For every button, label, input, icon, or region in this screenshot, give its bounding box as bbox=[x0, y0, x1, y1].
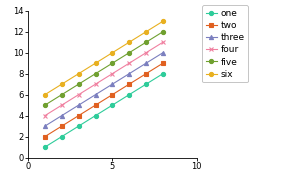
one bbox=[77, 125, 80, 127]
three bbox=[144, 62, 148, 64]
two bbox=[43, 136, 47, 138]
one bbox=[144, 83, 148, 85]
five bbox=[94, 72, 97, 75]
Line: four: four bbox=[43, 40, 165, 118]
three bbox=[77, 104, 80, 106]
six bbox=[128, 41, 131, 43]
six bbox=[161, 20, 165, 22]
two bbox=[60, 125, 64, 127]
five bbox=[111, 62, 114, 64]
two bbox=[128, 83, 131, 85]
six bbox=[144, 31, 148, 33]
six bbox=[60, 83, 64, 85]
two bbox=[144, 72, 148, 75]
Legend: one, two, three, four, five, six: one, two, three, four, five, six bbox=[202, 5, 248, 82]
five bbox=[161, 31, 165, 33]
three bbox=[128, 72, 131, 75]
Line: six: six bbox=[43, 19, 165, 97]
one bbox=[60, 136, 64, 138]
Line: five: five bbox=[43, 30, 165, 107]
four bbox=[60, 104, 64, 106]
six bbox=[43, 94, 47, 96]
two bbox=[94, 104, 97, 106]
Line: two: two bbox=[43, 61, 165, 139]
one bbox=[43, 146, 47, 148]
two bbox=[77, 115, 80, 117]
one bbox=[128, 94, 131, 96]
three bbox=[94, 94, 97, 96]
four bbox=[43, 115, 47, 117]
two bbox=[111, 94, 114, 96]
five bbox=[144, 41, 148, 43]
four bbox=[128, 62, 131, 64]
five bbox=[43, 104, 47, 106]
four bbox=[94, 83, 97, 85]
one bbox=[161, 72, 165, 75]
four bbox=[111, 72, 114, 75]
four bbox=[161, 41, 165, 43]
three bbox=[111, 83, 114, 85]
Line: one: one bbox=[43, 72, 165, 149]
five bbox=[60, 94, 64, 96]
one bbox=[111, 104, 114, 106]
three bbox=[43, 125, 47, 127]
two bbox=[161, 62, 165, 64]
four bbox=[144, 52, 148, 54]
six bbox=[111, 52, 114, 54]
six bbox=[77, 72, 80, 75]
one bbox=[94, 115, 97, 117]
five bbox=[128, 52, 131, 54]
three bbox=[60, 115, 64, 117]
four bbox=[77, 94, 80, 96]
three bbox=[161, 52, 165, 54]
five bbox=[77, 83, 80, 85]
six bbox=[94, 62, 97, 64]
Line: three: three bbox=[43, 51, 165, 128]
